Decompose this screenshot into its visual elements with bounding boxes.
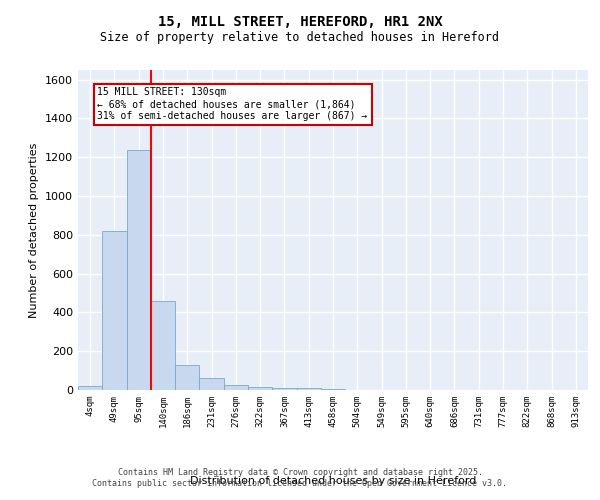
Y-axis label: Number of detached properties: Number of detached properties: [29, 142, 40, 318]
Text: 15, MILL STREET, HEREFORD, HR1 2NX: 15, MILL STREET, HEREFORD, HR1 2NX: [158, 16, 442, 30]
Text: Contains public sector information licensed under the Open Government Licence v3: Contains public sector information licen…: [92, 479, 508, 488]
Bar: [272, 388, 296, 390]
Bar: [127, 150, 151, 390]
Bar: [175, 365, 199, 390]
Bar: [199, 378, 224, 390]
Bar: [321, 389, 345, 390]
Text: 15 MILL STREET: 130sqm
← 68% of detached houses are smaller (1,864)
31% of semi-: 15 MILL STREET: 130sqm ← 68% of detached…: [97, 88, 368, 120]
Bar: [102, 231, 127, 390]
Bar: [296, 388, 321, 390]
Bar: [224, 385, 248, 390]
Bar: [248, 387, 272, 390]
Bar: [151, 301, 175, 390]
X-axis label: Distribution of detached houses by size in Hereford: Distribution of detached houses by size …: [190, 476, 476, 486]
Bar: [78, 386, 102, 390]
Text: Size of property relative to detached houses in Hereford: Size of property relative to detached ho…: [101, 31, 499, 44]
Text: Contains HM Land Registry data © Crown copyright and database right 2025.: Contains HM Land Registry data © Crown c…: [118, 468, 482, 477]
